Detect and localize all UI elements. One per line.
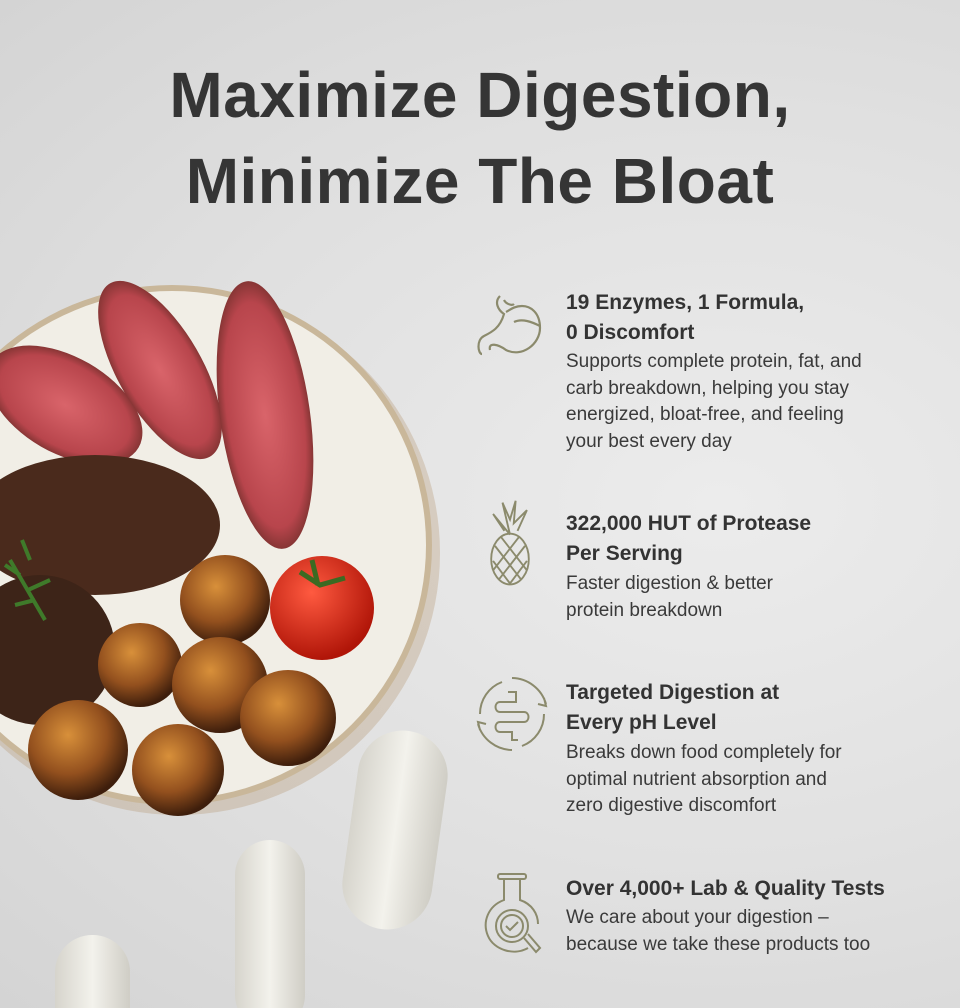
capsules (55, 730, 448, 1008)
rosemary (3, 539, 51, 622)
pineapple-icon (490, 500, 530, 586)
lab-flask-magnifier-icon (484, 873, 542, 954)
steak (0, 280, 314, 725)
potatoes (28, 555, 336, 816)
page-title: Maximize Digestion, Minimize The Bloat (169, 59, 791, 217)
stomach-icon (477, 295, 542, 356)
intestine-cycle-icon (476, 677, 548, 751)
tomato (270, 556, 374, 660)
